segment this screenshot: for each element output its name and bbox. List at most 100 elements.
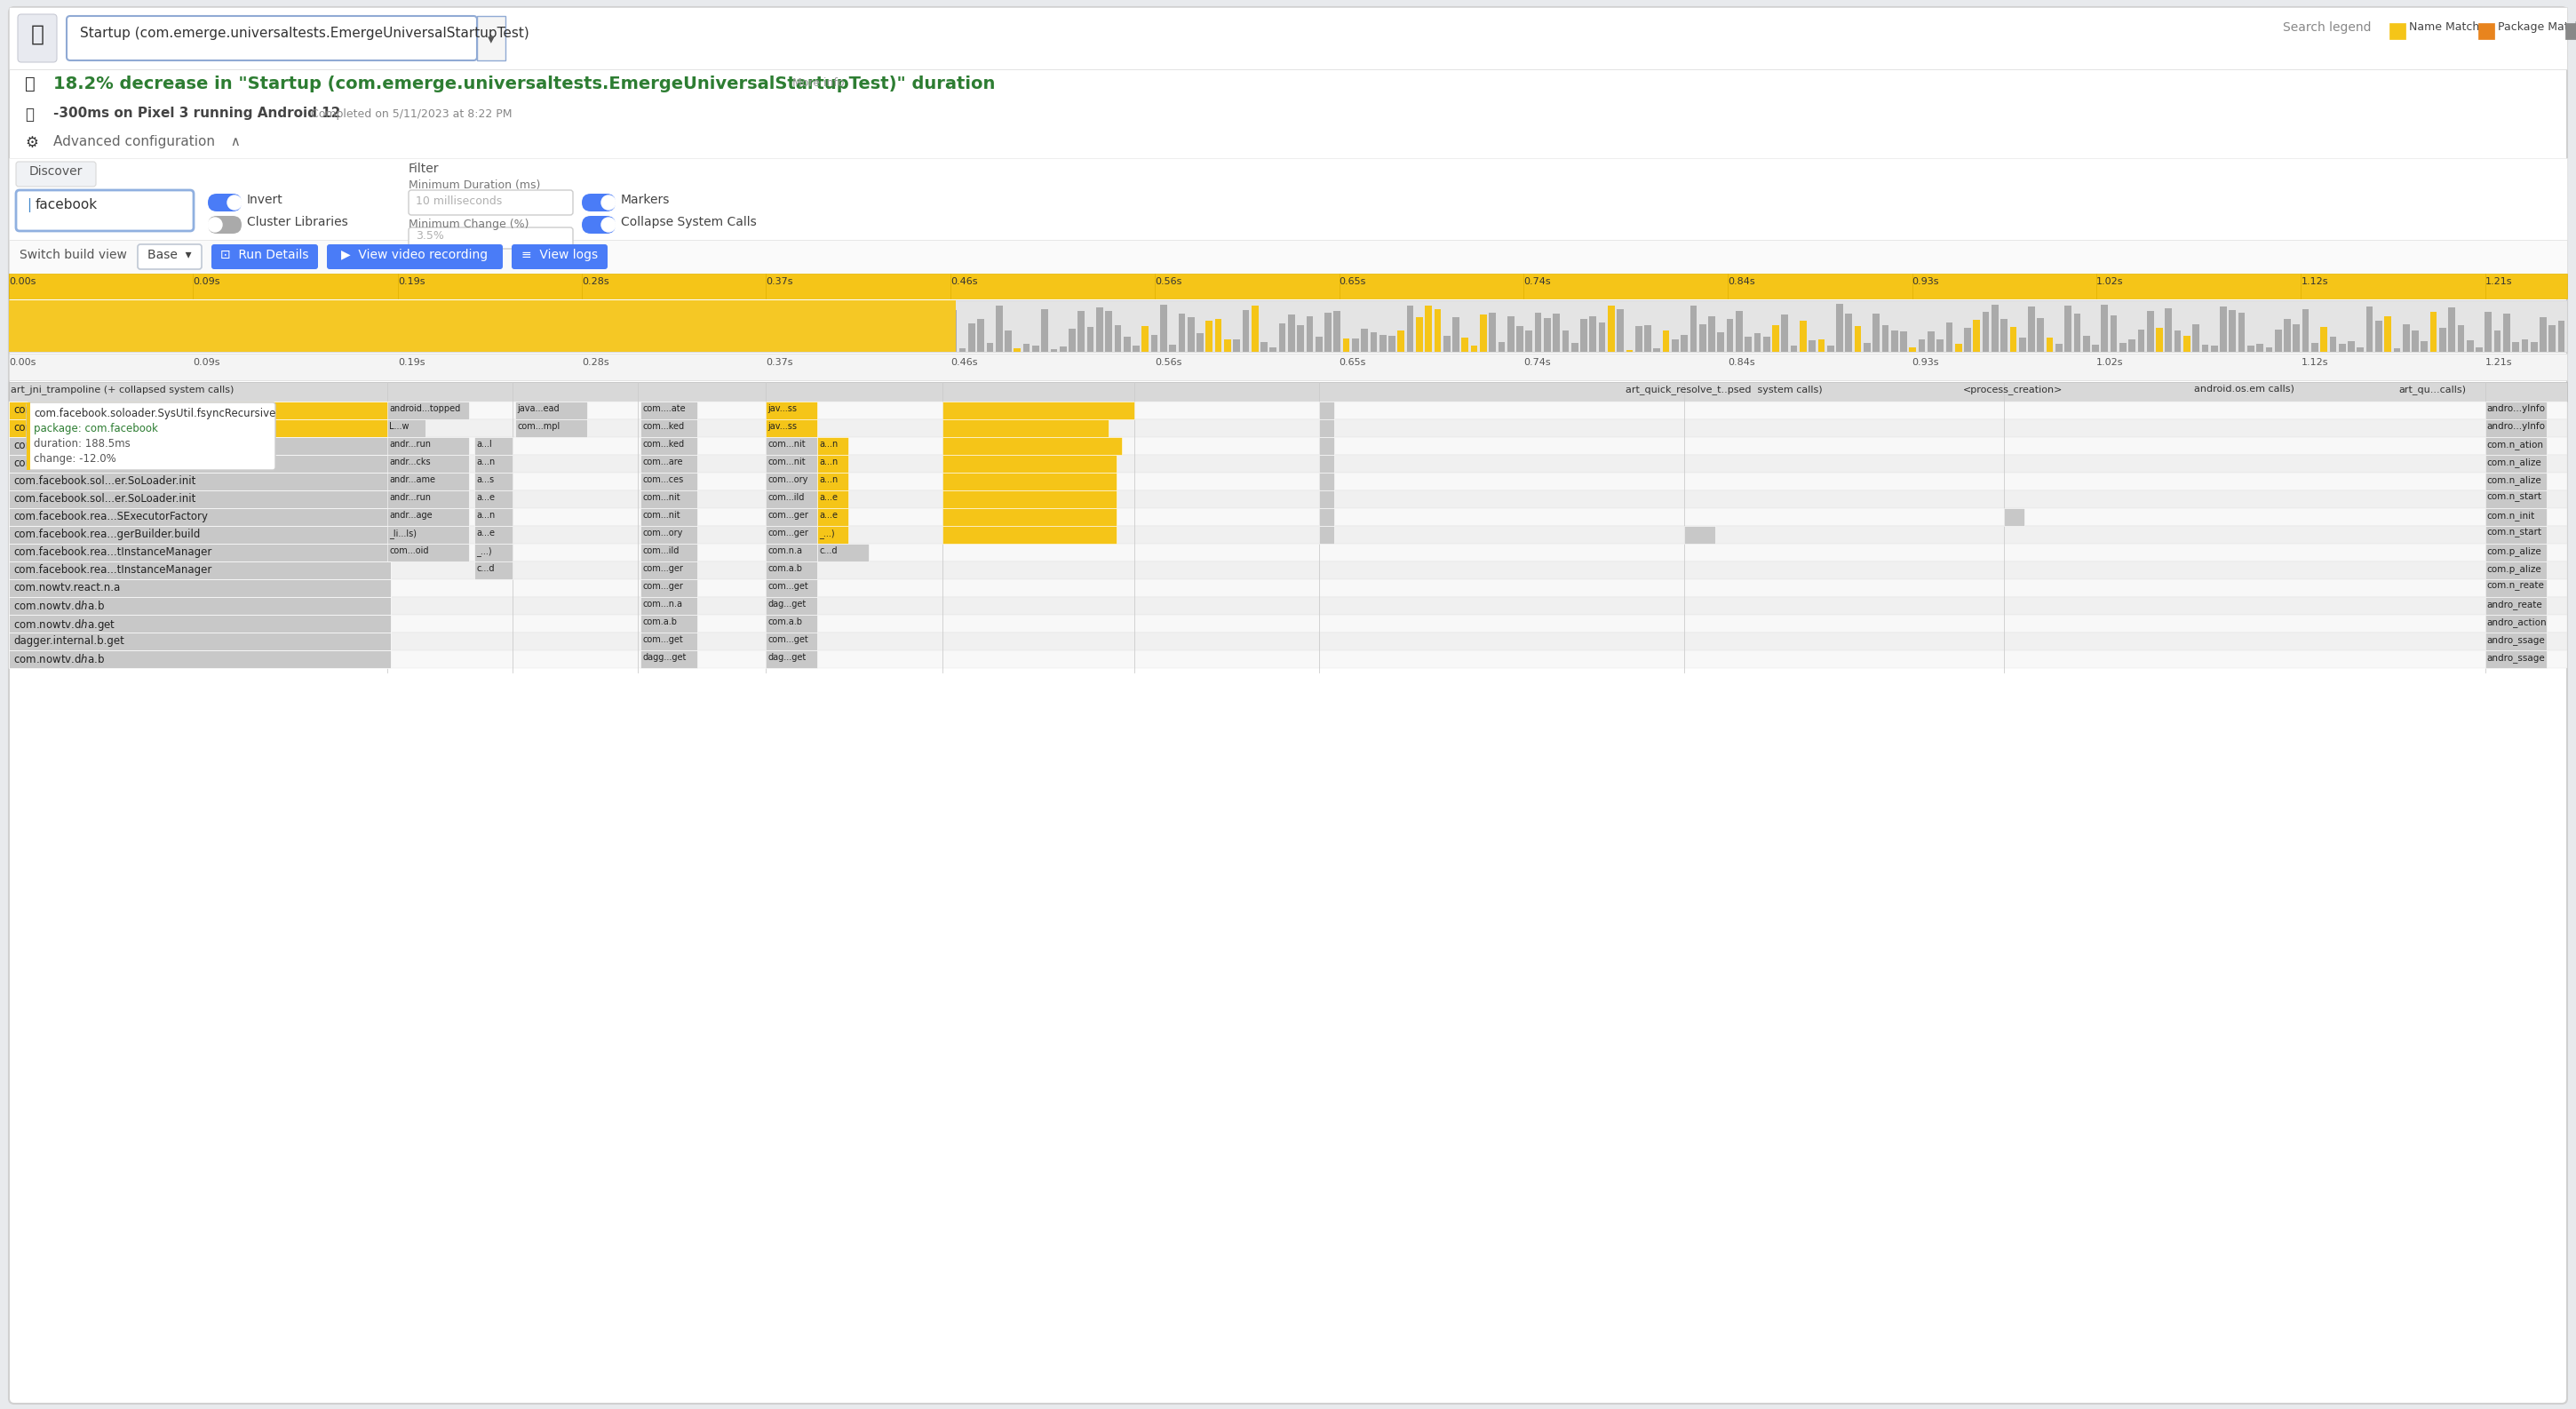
Bar	[100, 340, 108, 352]
Bar	[2257, 344, 2264, 352]
Bar	[2421, 341, 2427, 352]
Bar	[8, 437, 392, 455]
Bar	[958, 348, 966, 352]
Text: andr...ame: andr...ame	[389, 475, 435, 485]
Bar	[765, 597, 817, 614]
Bar	[1319, 420, 1334, 437]
Bar	[8, 651, 392, 668]
Bar	[1607, 306, 1615, 352]
Bar	[1324, 313, 1332, 352]
Bar	[1543, 318, 1551, 352]
Text: More info: More info	[793, 77, 845, 89]
Bar	[641, 526, 698, 544]
Bar	[137, 331, 144, 352]
Bar	[750, 317, 755, 352]
Bar	[2192, 324, 2200, 352]
Text: a...n: a...n	[477, 511, 495, 520]
Text: _...): _...)	[819, 528, 835, 538]
Bar	[1754, 334, 1762, 352]
Circle shape	[227, 196, 242, 210]
Bar	[18, 311, 26, 352]
Text: com...ger: com...ger	[768, 511, 809, 520]
Bar	[456, 316, 464, 352]
Text: Minimum Duration (ms): Minimum Duration (ms)	[410, 179, 541, 192]
Bar	[1535, 313, 1540, 352]
Bar	[8, 614, 2568, 633]
Bar	[1234, 340, 1239, 352]
Bar	[8, 651, 2568, 668]
Bar	[2293, 324, 2300, 352]
Bar	[1927, 331, 1935, 352]
Bar	[2347, 341, 2354, 352]
FancyBboxPatch shape	[410, 227, 572, 249]
Bar	[1159, 304, 1167, 352]
Bar	[1690, 306, 1698, 352]
Bar	[822, 341, 829, 352]
Bar	[538, 321, 546, 352]
Bar	[2321, 327, 2326, 352]
Bar	[1406, 306, 1414, 352]
Bar	[2486, 633, 2548, 651]
Bar	[1479, 314, 1486, 352]
Text: _li...ls): _li...ls)	[389, 528, 417, 538]
Bar	[943, 526, 1115, 544]
Bar	[8, 7, 2568, 69]
Text: Advanced configuration: Advanced configuration	[54, 135, 214, 148]
Text: Completed on 5/11/2023 at 8:22 PM: Completed on 5/11/2023 at 8:22 PM	[312, 108, 513, 120]
Bar	[1443, 335, 1450, 352]
Bar	[2275, 330, 2282, 352]
Bar	[165, 340, 170, 352]
Bar	[2458, 325, 2465, 352]
Bar	[108, 337, 116, 352]
Bar	[8, 354, 2568, 380]
Bar	[1600, 323, 1605, 352]
Bar	[1319, 509, 1334, 526]
Bar	[765, 614, 817, 633]
Bar	[765, 420, 817, 437]
Bar	[1873, 314, 1880, 352]
Bar	[1198, 334, 1203, 352]
Bar	[8, 633, 392, 651]
Bar	[1319, 455, 1334, 472]
Bar	[1837, 304, 1842, 352]
Bar	[8, 437, 2568, 455]
Bar	[2476, 347, 2483, 352]
Bar	[1319, 402, 1334, 420]
Text: com.facebook.sol...SoSource.prepare: com.facebook.sol...SoSource.prepare	[13, 440, 209, 451]
Bar	[817, 437, 848, 455]
Bar	[8, 526, 2568, 544]
Text: Name Match: Name Match	[2409, 21, 2478, 32]
Text: 18.2% decrease in "Startup (com.emerge.universaltests.EmergeUniversalStartupTest: 18.2% decrease in "Startup (com.emerge.u…	[54, 76, 994, 93]
Bar	[1260, 342, 1267, 352]
Text: a...l: a...l	[477, 440, 492, 448]
Bar	[8, 509, 2568, 526]
Bar	[1133, 345, 1139, 352]
Bar	[438, 342, 446, 352]
Bar	[2522, 340, 2527, 352]
Circle shape	[209, 217, 222, 232]
Bar	[330, 306, 335, 352]
Text: 0.00s: 0.00s	[8, 278, 36, 286]
Bar	[2202, 345, 2208, 352]
Bar	[1141, 325, 1149, 352]
Bar	[1319, 526, 1334, 544]
Bar	[2128, 340, 2136, 352]
Bar	[209, 313, 216, 352]
Bar	[155, 328, 162, 352]
Text: 0.28s: 0.28s	[582, 358, 608, 366]
Bar	[2447, 307, 2455, 352]
Bar	[765, 472, 817, 490]
Bar	[8, 318, 15, 352]
Text: com...ces: com...ces	[641, 475, 683, 485]
Bar	[8, 509, 392, 526]
Text: com...n.a: com...n.a	[641, 600, 683, 609]
Bar	[657, 309, 665, 352]
Bar	[2074, 313, 2081, 352]
Bar	[2228, 310, 2236, 352]
Bar	[641, 437, 698, 455]
Bar	[2439, 328, 2447, 352]
Bar	[2566, 23, 2576, 39]
Bar	[1453, 317, 1461, 352]
Bar	[876, 342, 884, 352]
Bar	[1718, 333, 1723, 352]
